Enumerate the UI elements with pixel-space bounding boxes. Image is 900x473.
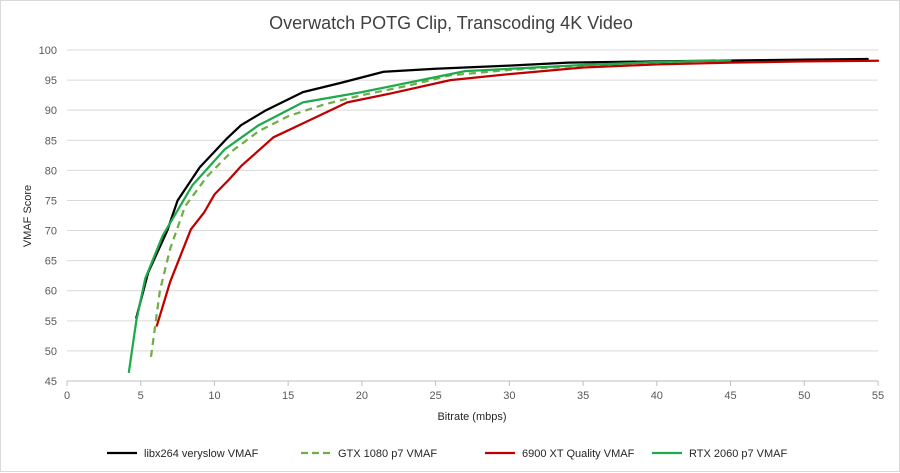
y-tick-label: 75 [45,195,57,207]
legend-label-2: GTX 1080 p7 VMAF [338,448,437,460]
x-tick-label: 35 [577,390,589,402]
y-axis-title: VMAF Score [22,185,34,247]
x-tick-labels: 0 5 10 15 20 25 30 35 40 45 50 55 [64,390,884,402]
x-tick-label: 0 [64,390,70,402]
legend-label-3: 6900 XT Quality VMAF [522,448,635,460]
y-tick-label: 100 [39,45,57,57]
y-tick-label: 50 [45,346,57,358]
series-line-1 [135,57,869,319]
series-line-3 [155,59,880,327]
y-tick-labels: 45 50 55 60 65 70 75 80 85 90 95 100 [39,45,57,388]
x-tick-label: 10 [208,390,220,402]
series-lines [127,57,880,374]
chart-title: Overwatch POTG Clip, Transcoding 4K Vide… [269,13,633,33]
x-tick-label: 25 [430,390,442,402]
y-tick-label: 55 [45,316,57,328]
gridlines [67,49,878,352]
y-tick-label: 45 [45,376,57,388]
y-tick-label: 70 [45,226,57,238]
y-tick-label: 65 [45,256,57,268]
y-tick-label: 95 [45,75,57,87]
y-tick-label: 80 [45,165,57,177]
legend-label-4: RTX 2060 p7 VMAF [689,448,788,460]
legend-label-1: libx264 veryslow VMAF [144,448,259,460]
x-axis-title: Bitrate (mbps) [437,411,506,423]
x-tick-label: 5 [138,390,144,402]
x-tick-label: 55 [872,390,884,402]
axes [66,380,879,386]
x-tick-label: 45 [724,390,736,402]
x-tick-label: 15 [282,390,294,402]
x-tick-label: 30 [503,390,515,402]
x-tick-label: 50 [798,390,810,402]
x-tick-label: 40 [651,390,663,402]
y-tick-label: 85 [45,135,57,147]
y-tick-label: 60 [45,286,57,298]
series-line-4 [127,59,732,374]
y-tick-label: 90 [45,105,57,117]
series-line-2 [149,59,716,358]
legend: libx264 veryslow VMAF GTX 1080 p7 VMAF 690… [107,448,788,460]
x-tick-label: 20 [356,390,368,402]
